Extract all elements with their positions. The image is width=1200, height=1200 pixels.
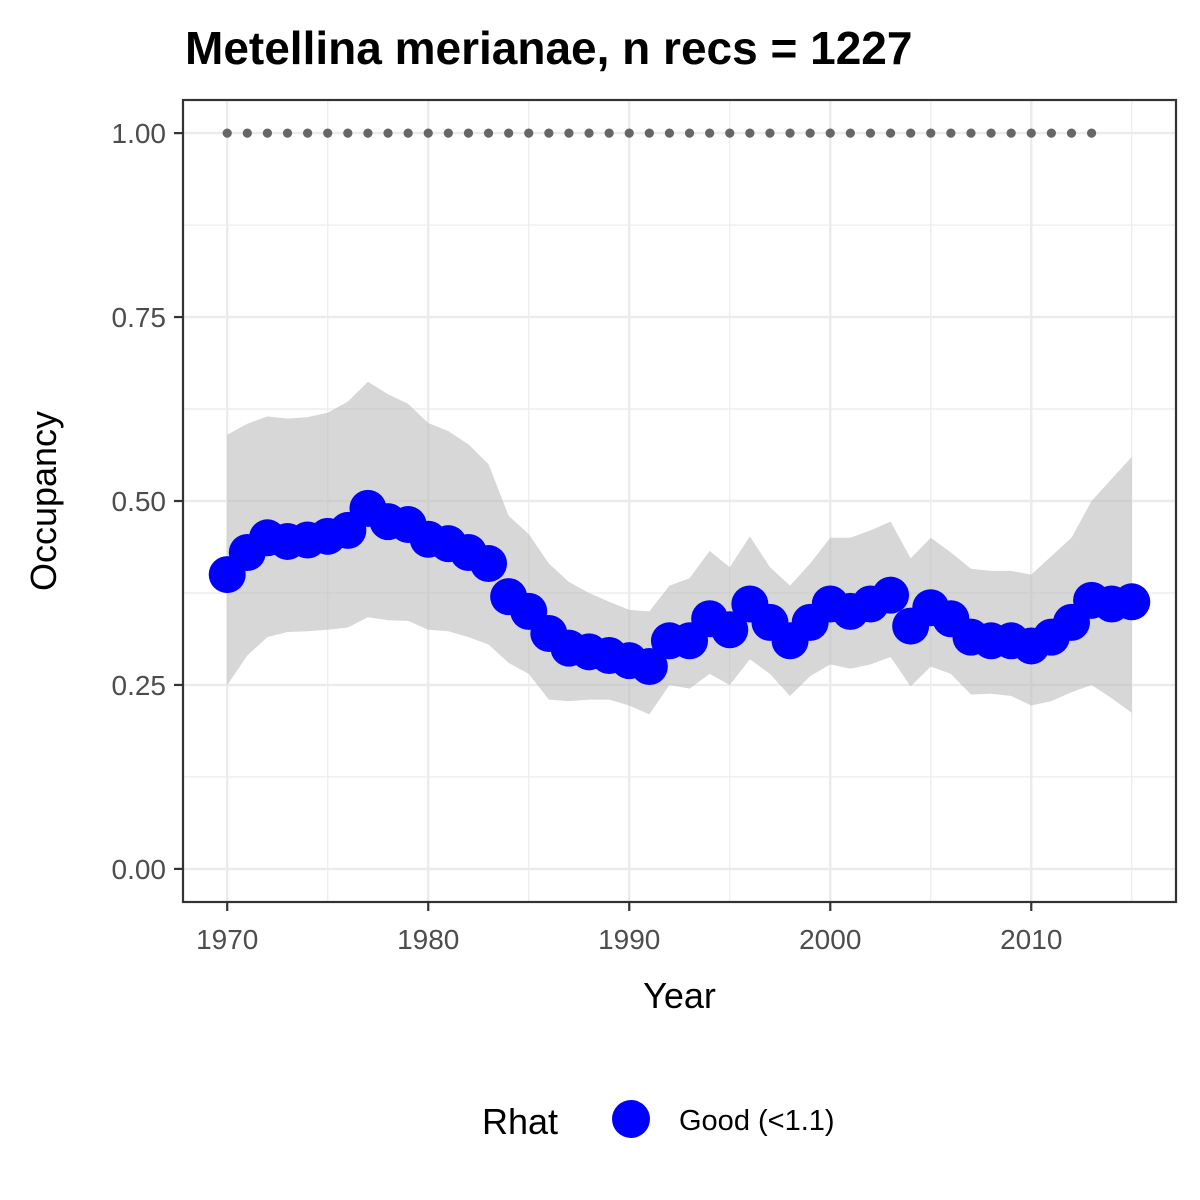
x-tick-label: 2000	[799, 924, 861, 955]
reference-dot	[282, 128, 293, 138]
reference-dot	[966, 128, 976, 138]
reference-dot	[1026, 128, 1036, 138]
reference-dot	[604, 128, 614, 138]
reference-dot	[463, 128, 474, 138]
legend-key-good	[612, 1100, 650, 1138]
reference-dot	[845, 128, 855, 138]
reference-dot	[684, 128, 695, 138]
reference-dot	[865, 128, 876, 138]
reference-dot	[262, 128, 273, 138]
reference-dot	[1066, 128, 1077, 138]
reference-dot	[926, 128, 936, 138]
reference-dot	[544, 128, 554, 138]
reference-dot	[383, 128, 393, 138]
reference-dot	[946, 128, 956, 138]
y-tick-label: 0.00	[112, 854, 167, 885]
reference-dot	[584, 128, 594, 138]
reference-dot	[765, 128, 775, 138]
y-tick-label: 0.25	[112, 670, 167, 701]
y-axis: 0.00 0.25 0.50 0.75 1.00	[112, 118, 183, 885]
reference-dot	[443, 128, 453, 138]
reference-dot	[986, 128, 996, 138]
reference-dot	[745, 128, 755, 138]
chart-title: Metellina merianae, n recs = 1227	[185, 22, 912, 74]
x-tick-label: 1990	[598, 924, 660, 955]
y-tick-label: 1.00	[112, 118, 167, 149]
reference-dot	[705, 128, 715, 138]
reference-dot	[423, 128, 433, 138]
reference-dot	[222, 128, 232, 138]
occupancy-point	[1113, 583, 1151, 621]
reference-dot	[1046, 128, 1056, 138]
reference-dot	[303, 128, 313, 138]
reference-dot	[664, 128, 675, 138]
occupancy-point	[872, 576, 910, 614]
reference-dot	[725, 128, 735, 138]
reference-dot	[483, 128, 494, 138]
y-tick-label: 0.75	[112, 302, 167, 333]
reference-dot	[504, 128, 514, 138]
reference-dot	[403, 128, 413, 138]
reference-dot	[363, 128, 373, 138]
reference-dot	[644, 128, 654, 138]
reference-dot	[1086, 128, 1097, 138]
reference-dot	[825, 128, 835, 138]
occupancy-point	[630, 648, 668, 686]
legend-title: Rhat	[482, 1101, 558, 1142]
reference-dot	[906, 128, 916, 138]
reference-dot	[805, 128, 815, 138]
reference-dotted-line	[222, 128, 1097, 138]
y-axis-title: Occupancy	[23, 411, 64, 591]
reference-dot	[323, 128, 333, 138]
legend: Rhat Good (<1.1)	[482, 1100, 835, 1142]
reference-dot	[564, 128, 574, 138]
x-tick-label: 1980	[397, 924, 459, 955]
x-tick-label: 2010	[1000, 924, 1062, 955]
y-tick-label: 0.50	[112, 486, 167, 517]
reference-dot	[785, 128, 795, 138]
x-tick-label: 1970	[196, 924, 258, 955]
occupancy-point	[711, 611, 749, 649]
legend-label-good: Good (<1.1)	[679, 1105, 835, 1137]
reference-dot	[1006, 128, 1016, 138]
reference-dot	[242, 128, 252, 138]
reference-dot	[524, 128, 534, 138]
reference-dot	[624, 128, 634, 138]
x-axis: 1970 1980 1990 2000 2010	[196, 902, 1062, 955]
occupancy-point	[470, 545, 508, 583]
reference-dot	[885, 128, 896, 138]
x-axis-title: Year	[643, 975, 716, 1016]
occupancy-points	[208, 489, 1151, 686]
reference-dot	[343, 128, 353, 138]
